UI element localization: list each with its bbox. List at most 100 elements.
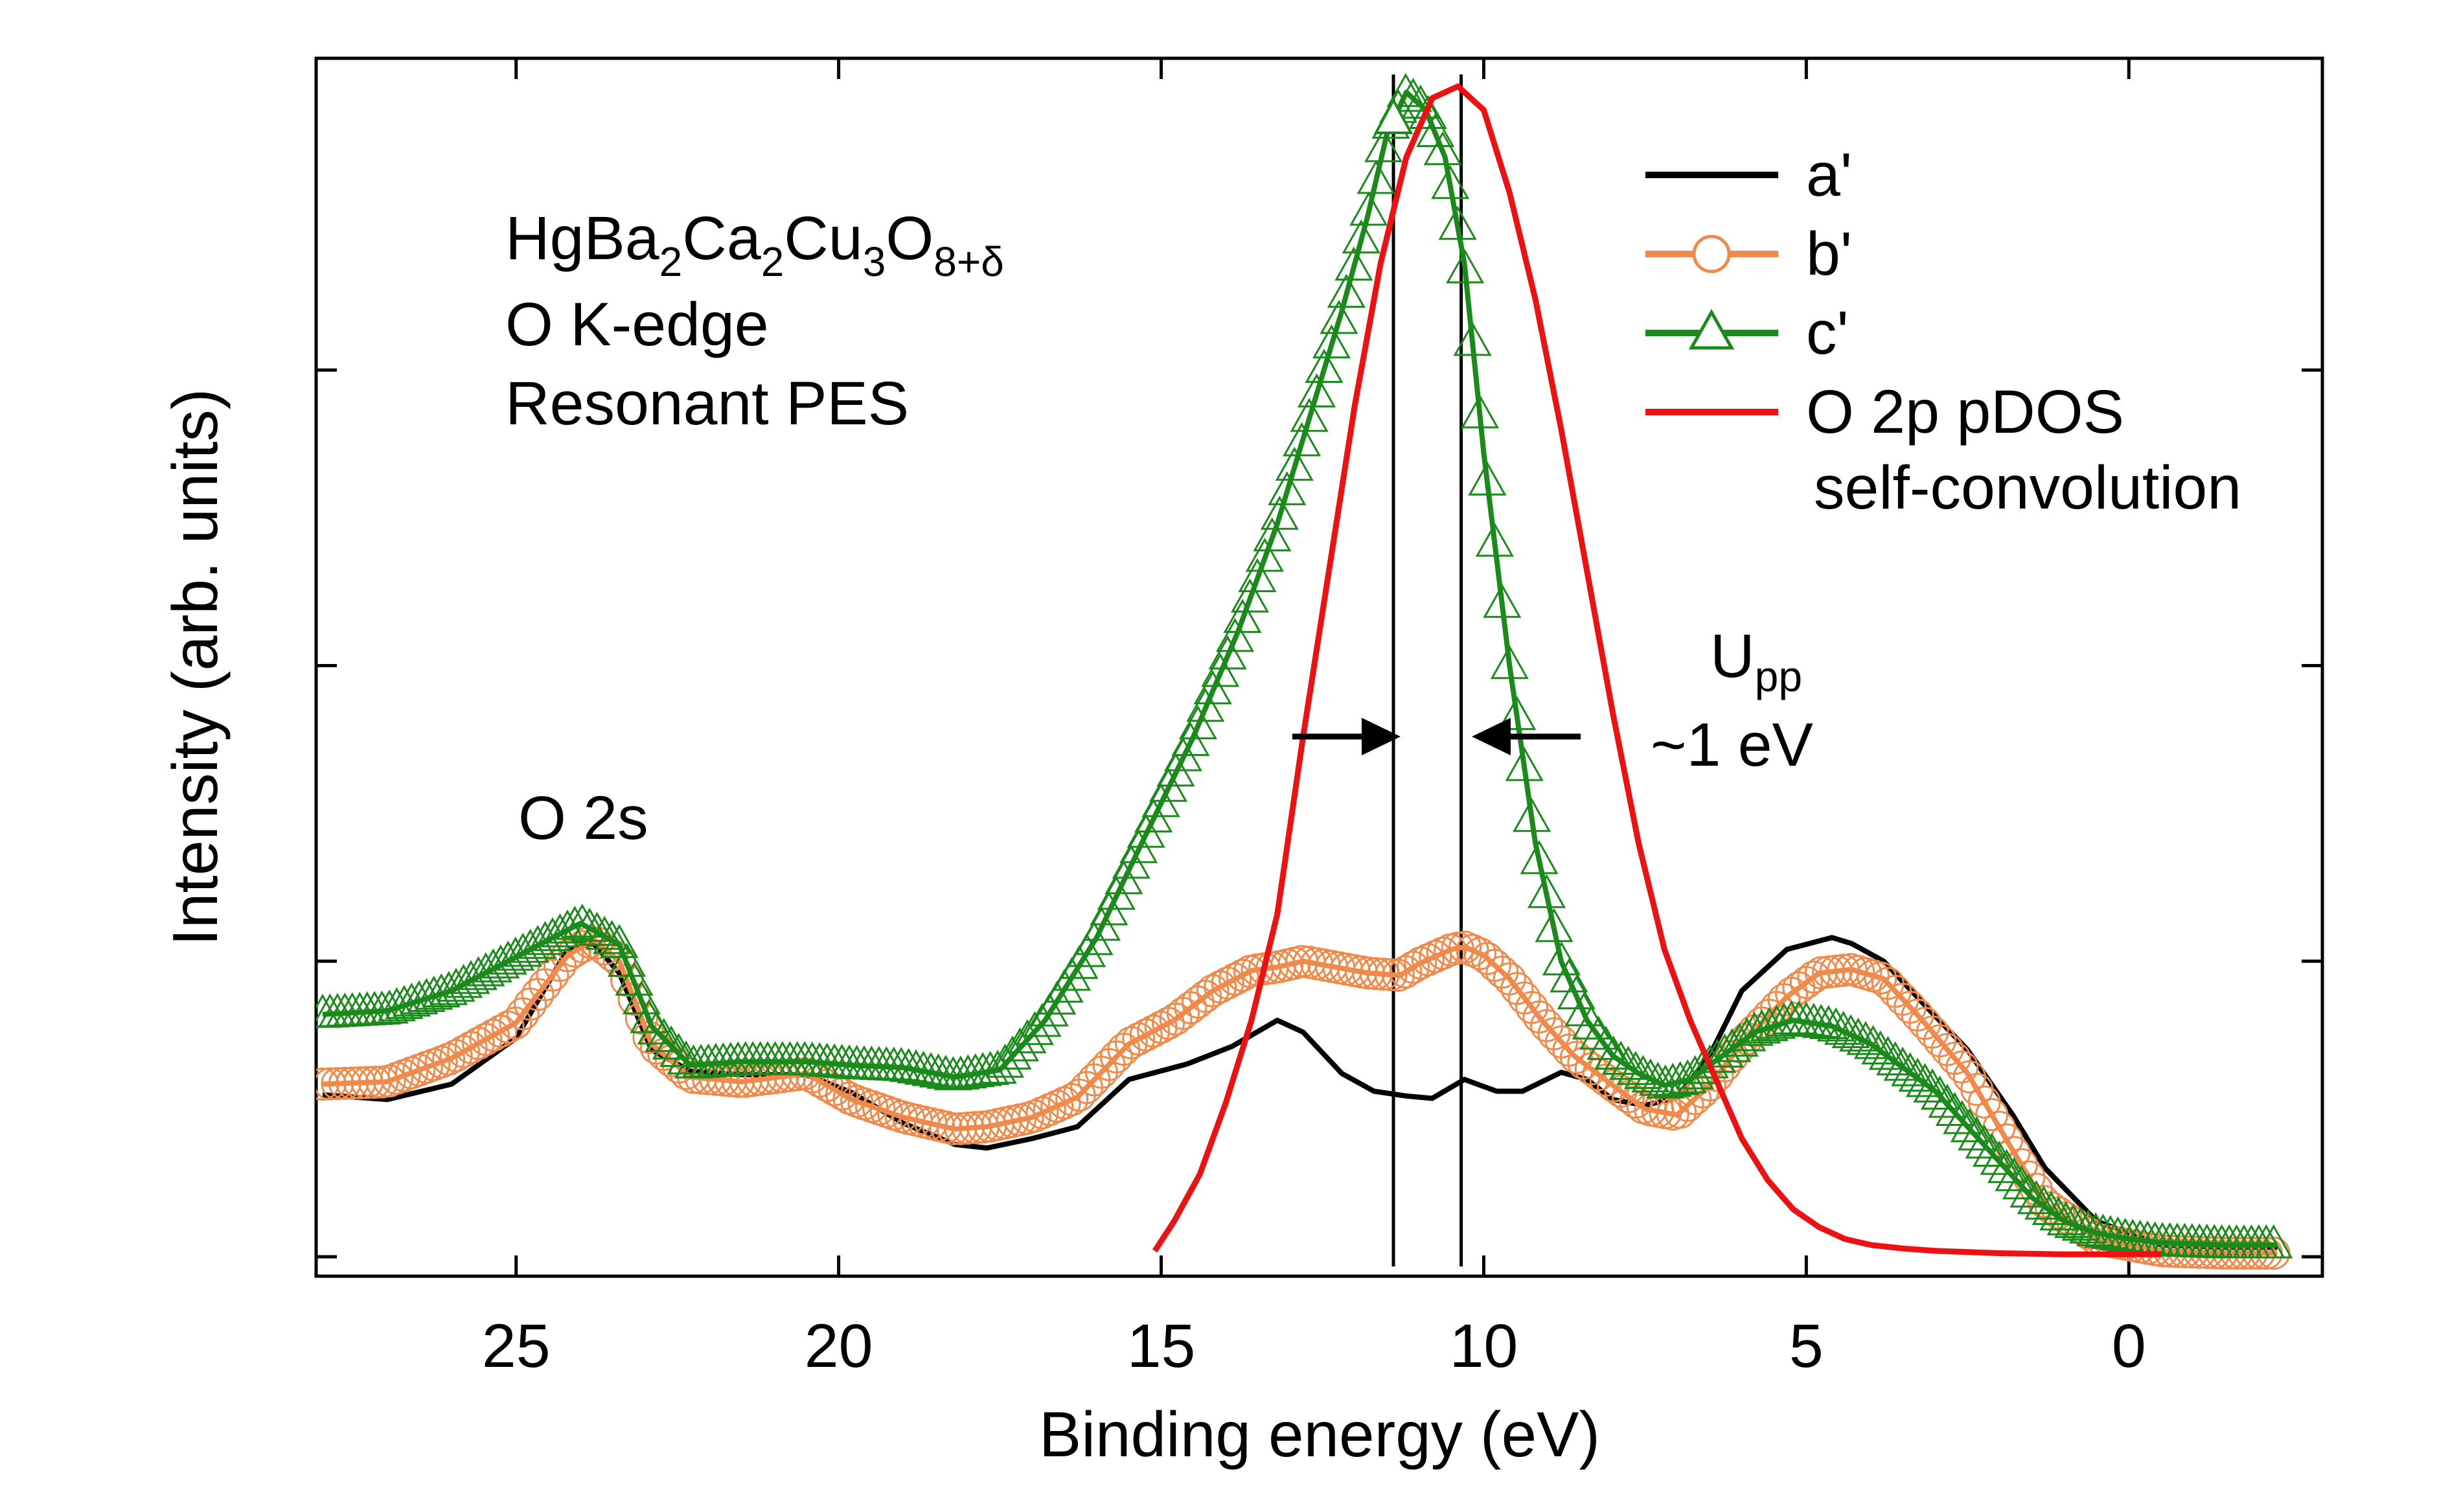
data-point (1720, 1022, 1759, 1057)
data-point (956, 1053, 995, 1088)
data-point (1838, 1017, 1878, 1052)
left-arrow (1472, 718, 1581, 755)
data-point (1238, 558, 1277, 593)
data-point (2032, 1191, 2070, 1225)
data-point (1780, 1000, 1818, 1035)
data-point (1965, 1124, 2004, 1159)
data-point (1438, 205, 1477, 240)
data-point (1883, 1046, 1922, 1081)
data-point (944, 1112, 978, 1145)
data-point (1320, 299, 1358, 334)
data-point (1047, 1086, 1081, 1119)
data-point (1535, 908, 1574, 943)
o2s-label: O 2s (518, 784, 648, 853)
data-point (1374, 958, 1408, 992)
data-point (1987, 1149, 2026, 1184)
legend-entry-b: b' (1645, 220, 1852, 288)
data-point (1283, 422, 1322, 457)
data-point (919, 1053, 958, 1088)
data-point (1943, 1100, 1982, 1134)
data-point (1230, 578, 1270, 613)
data-point (1201, 652, 1240, 687)
data-point (1137, 1014, 1171, 1048)
data-point (321, 1067, 354, 1101)
data-point (2254, 1224, 2293, 1259)
data-point (1334, 246, 1373, 281)
data-point (1349, 191, 1388, 226)
data-point (1460, 394, 1500, 429)
data-point (1638, 1061, 1677, 1096)
series-line (322, 935, 2278, 1250)
data-point (518, 924, 557, 959)
data-point (1861, 1030, 1900, 1065)
x-tick-label: 20 (805, 1312, 873, 1380)
data-point (474, 948, 512, 983)
data-point (1297, 373, 1336, 407)
data-point (1245, 538, 1284, 572)
data-point (1453, 321, 1492, 356)
data-point (1419, 939, 1452, 973)
data-point-peak (1373, 97, 1414, 134)
data-point (1594, 1035, 1633, 1070)
data-point (466, 952, 505, 987)
legend-entry-pdos: O 2p pDOS self-convolution (1645, 378, 2241, 522)
data-point (439, 1039, 473, 1073)
data-point (936, 1112, 970, 1145)
x-axis-label: Binding energy (eV) (1039, 1399, 1600, 1470)
svg-text:c': c' (1806, 299, 1849, 367)
data-point (1342, 219, 1380, 254)
series-b-prime (316, 925, 2291, 1270)
data-point (1646, 1064, 1685, 1099)
data-point (1359, 957, 1393, 991)
data-point (432, 1042, 466, 1076)
data-point (1513, 797, 1551, 832)
data-point (889, 1048, 928, 1082)
data-point (1015, 1011, 1054, 1046)
data-point (1208, 635, 1247, 670)
data-point (1490, 645, 1529, 680)
data-point (1215, 617, 1255, 652)
data-point (1787, 1002, 1826, 1036)
x-tick-label: 5 (1789, 1312, 1824, 1380)
data-point (2106, 1217, 2145, 1252)
data-point (1520, 840, 1559, 875)
data-point (1122, 1022, 1156, 1056)
data-point (585, 915, 624, 950)
data-point (1171, 722, 1210, 756)
data-point (1426, 936, 1459, 970)
data-point (1616, 1051, 1655, 1085)
data-point (659, 1033, 698, 1067)
data-point (1211, 966, 1244, 1000)
data-point (978, 1049, 1017, 1084)
data-point (1275, 446, 1314, 481)
data-point (1223, 599, 1262, 634)
svg-text:O 2p pDOS: O 2p pDOS (1806, 378, 2124, 446)
x-tick-label: 0 (2112, 1312, 2146, 1380)
data-point (1411, 943, 1445, 976)
right-arrow (1292, 718, 1401, 755)
data-point (1018, 1099, 1051, 1133)
data-point (882, 1047, 921, 1081)
data-point (951, 1111, 985, 1145)
data-point (481, 944, 520, 979)
data-point (1958, 1116, 1997, 1151)
data-point (1327, 273, 1366, 308)
svg-text:b': b' (1806, 220, 1852, 288)
data-point (476, 1018, 510, 1052)
data-point (1891, 1052, 1930, 1086)
data-point (1204, 970, 1237, 1003)
series-pdos (1152, 83, 2161, 1257)
data-point (1920, 1075, 1960, 1110)
data-point (1312, 324, 1351, 359)
data-point (1995, 1157, 2033, 1191)
data-point (511, 928, 550, 963)
data-point (1381, 958, 1415, 992)
data-point (1950, 1108, 1989, 1143)
data-point (1876, 1041, 1915, 1075)
data-point (714, 1064, 748, 1097)
data-point (1853, 1025, 1892, 1059)
data-point (1661, 1060, 1700, 1095)
axis-ticks (316, 58, 2322, 1276)
data-point (1268, 471, 1307, 505)
data-point (1579, 1015, 1618, 1050)
